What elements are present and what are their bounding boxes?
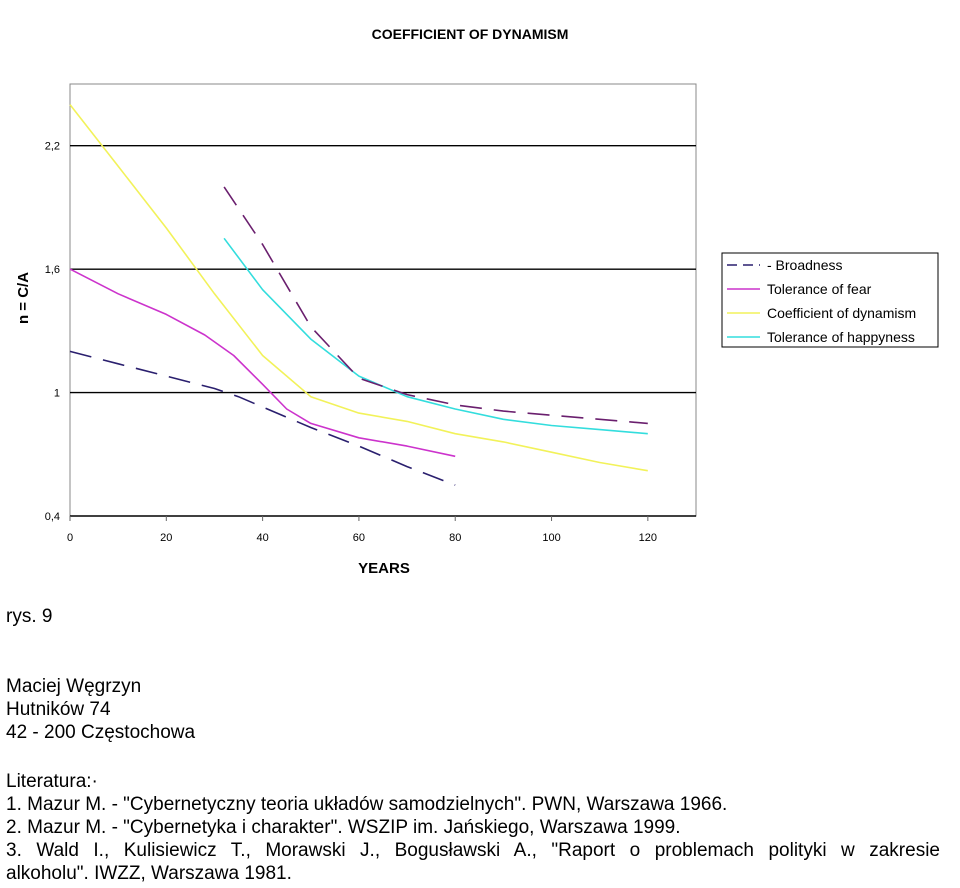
legend-items: - Broadness Tolerance of fear Coefficient …	[727, 257, 916, 345]
y-tick-label: 2,2	[45, 141, 60, 153]
series-line-4	[223, 186, 648, 425]
series-line-2	[69, 104, 648, 472]
author-block: Maciej Węgrzyn Hutników 74 42 - 200 Częs…	[6, 675, 195, 744]
x-tick-label: 60	[353, 532, 365, 544]
series-line-3	[223, 237, 648, 435]
author-name: Maciej Węgrzyn	[6, 676, 142, 697]
chart-title: COEFFICIENT OF DYNAMISM	[372, 26, 569, 42]
x-tick-label: 100	[542, 532, 560, 544]
legend: - Broadness Tolerance of fear Coefficient …	[721, 252, 939, 348]
series-lines	[69, 104, 648, 486]
author-street: Hutników 74	[6, 699, 111, 720]
x-tick-label: 80	[449, 532, 461, 544]
legend-box	[721, 252, 939, 348]
reference-3: 3. Wald I., Kulisiewicz T., Morawski J.,…	[6, 840, 940, 861]
series-line-0	[69, 350, 456, 486]
reference-1: 1. Mazur M. - "Cybernetyczny teoria ukła…	[6, 794, 728, 815]
figure-label: rys. 9	[6, 606, 53, 627]
series-line-1	[69, 268, 456, 458]
coefficient-of-dynamism-chart: COEFFICIENT OF DYNAMISM 0,4 1 1,6 2,2 0 20 40…	[15, 26, 939, 577]
legend-label: - Broadness	[767, 257, 842, 273]
x-axis-ticks: 0 20 40 60 80 100 120	[67, 516, 657, 544]
reference-2: 2. Mazur M. - "Cybernetyka i charakter".…	[6, 817, 681, 838]
y-tick-label: 1,6	[45, 264, 60, 276]
y-axis-label: n = C/A	[15, 272, 32, 324]
x-tick-label: 0	[67, 532, 73, 544]
x-tick-label: 120	[639, 532, 657, 544]
literature-section: Literatura:· 1. Mazur M. - "Cybernetyczn…	[6, 770, 940, 885]
y-tick-label: 1	[54, 388, 60, 400]
y-axis-ticks: 0,4 1 1,6 2,2	[45, 141, 60, 523]
plot-area	[69, 83, 697, 517]
legend-label: Tolerance of fear	[767, 281, 872, 297]
y-tick-label: 0,4	[45, 511, 60, 523]
x-tick-label: 20	[160, 532, 172, 544]
gridlines	[70, 145, 696, 517]
legend-label: Tolerance of happyness	[767, 329, 915, 345]
author-city: 42 - 200 Częstochowa	[6, 722, 196, 743]
legend-label: Coefficient of dynamism	[767, 305, 916, 321]
literature-heading: Literatura:·	[6, 771, 98, 792]
reference-3-continuation: alkoholu". IWZZ, Warszawa 1981.	[6, 863, 292, 884]
x-tick-label: 40	[256, 532, 268, 544]
x-axis-label: YEARS	[358, 560, 410, 577]
